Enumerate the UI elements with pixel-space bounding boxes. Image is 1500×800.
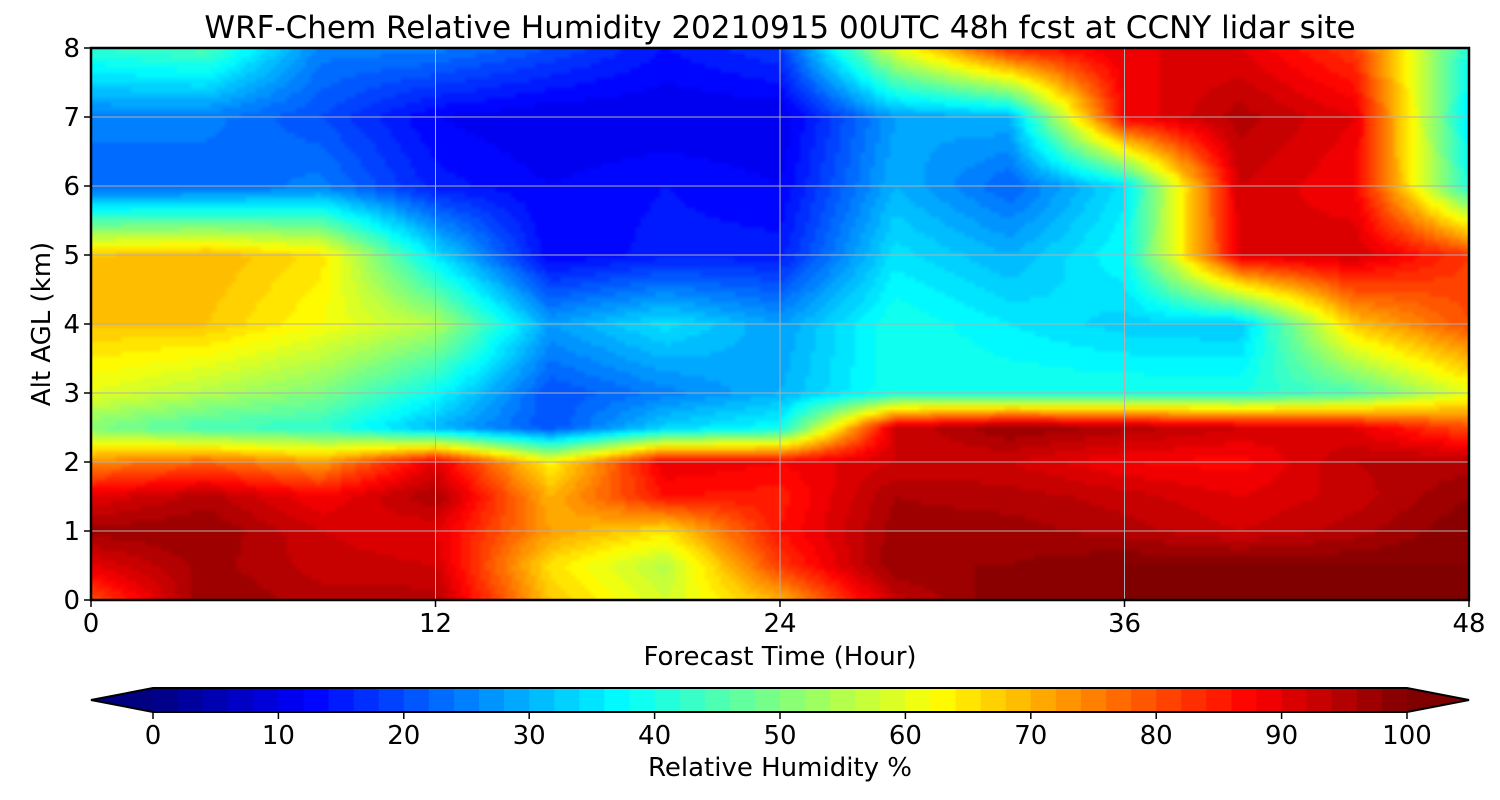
colorbar-segment xyxy=(1381,688,1407,712)
y-tick-label: 3 xyxy=(63,379,80,409)
y-tick-label: 8 xyxy=(63,34,80,64)
colorbar-segment xyxy=(955,688,982,712)
colorbar-segment xyxy=(1331,688,1358,712)
colorbar-segment xyxy=(203,688,229,712)
colorbar-segment xyxy=(1256,688,1283,712)
colorbar-tick-label: 30 xyxy=(513,721,546,751)
colorbar-segment xyxy=(729,688,756,712)
colorbar-segment xyxy=(704,688,731,712)
grid-lines xyxy=(91,48,1469,600)
colorbar-tick-label: 60 xyxy=(889,721,922,751)
colorbar-segment xyxy=(1306,688,1333,712)
colorbar-segment xyxy=(880,688,906,712)
colorbar-tick-label: 20 xyxy=(387,721,420,751)
colorbar-segment xyxy=(178,688,204,712)
colorbar-segment xyxy=(905,688,932,712)
x-tick-label: 48 xyxy=(1452,609,1485,639)
colorbar-segment xyxy=(353,688,380,712)
colorbar-segment xyxy=(328,688,355,712)
colorbar-segment xyxy=(980,688,1007,712)
colorbar-segment xyxy=(604,688,631,712)
colorbar-segment xyxy=(1281,688,1308,712)
x-tick-label: 0 xyxy=(83,609,100,639)
colorbar: 0 10 20 30 40 50 60 70 80 90 100 Relative Humidity… xyxy=(90,687,1470,783)
colorbar-tick-label: 80 xyxy=(1140,721,1173,751)
colorbar-segment xyxy=(830,688,856,712)
colorbar-tick-label: 100 xyxy=(1382,721,1432,751)
colorbar-segment xyxy=(453,688,480,712)
colorbar-segment xyxy=(1106,688,1132,712)
colorbar-segment xyxy=(679,688,706,712)
y-tick-label: 4 xyxy=(63,310,80,340)
plot-area xyxy=(89,46,1471,602)
x-tick-label: 12 xyxy=(419,609,452,639)
x-tick-label: 36 xyxy=(1108,609,1141,639)
colorbar-max-extension xyxy=(1407,688,1469,712)
colorbar-segment xyxy=(654,688,681,712)
colorbar-segment xyxy=(253,688,279,712)
colorbar-tick-label: 90 xyxy=(1265,721,1298,751)
colorbar-segment xyxy=(1030,688,1057,712)
colorbar-segment xyxy=(479,688,505,712)
colorbar-segment xyxy=(1005,688,1032,712)
colorbar-segment xyxy=(1080,688,1107,712)
y-axis-ticks: 0 1 2 3 4 5 6 7 8 xyxy=(63,34,91,616)
colorbar-tick-label: 70 xyxy=(1014,721,1047,751)
colorbar-tick-label: 0 xyxy=(145,721,162,751)
colorbar-segment xyxy=(754,688,781,712)
colorbar-tick-label: 40 xyxy=(638,721,671,751)
colorbar-segment xyxy=(228,688,254,712)
colorbar-segment xyxy=(1231,688,1258,712)
colorbar-tick-label: 50 xyxy=(763,721,796,751)
colorbar-segment xyxy=(1156,688,1182,712)
colorbar-segment xyxy=(805,688,831,712)
y-tick-label: 7 xyxy=(63,103,80,133)
x-axis-ticks: 0 12 24 36 48 xyxy=(83,600,1486,639)
colorbar-segment xyxy=(378,688,405,712)
colorbar-segment xyxy=(153,688,179,712)
colorbar-segment xyxy=(1356,688,1383,712)
y-tick-label: 2 xyxy=(63,448,80,478)
y-tick-label: 1 xyxy=(63,517,80,547)
colorbar-segment xyxy=(1131,688,1157,712)
colorbar-segment xyxy=(1206,688,1233,712)
colorbar-min-extension xyxy=(91,688,153,712)
colorbar-segment xyxy=(554,688,580,712)
y-tick-label: 6 xyxy=(63,172,80,202)
colorbar-segment xyxy=(579,688,606,712)
chart-title: WRF-Chem Relative Humidity 20210915 00UT… xyxy=(204,10,1355,46)
colorbar-ticks: 0 10 20 30 40 50 60 70 80 90 100 xyxy=(145,712,1432,751)
colorbar-segment xyxy=(1055,688,1082,712)
colorbar-segment xyxy=(930,688,957,712)
colorbar-tick-label: 10 xyxy=(262,721,295,751)
colorbar-segment xyxy=(529,688,555,712)
y-tick-label: 0 xyxy=(63,586,80,616)
colorbar-segments xyxy=(153,688,1407,712)
y-tick-label: 5 xyxy=(63,241,80,271)
colorbar-segment xyxy=(855,688,881,712)
x-tick-label: 24 xyxy=(763,609,796,639)
y-axis-label: Alt AGL (km) xyxy=(27,242,57,406)
colorbar-segment xyxy=(1181,688,1207,712)
colorbar-segment xyxy=(504,688,530,712)
colorbar-label: Relative Humidity % xyxy=(648,753,912,783)
x-axis-label: Forecast Time (Hour) xyxy=(643,642,916,672)
colorbar-segment xyxy=(780,688,806,712)
colorbar-segment xyxy=(303,688,330,712)
colorbar-segment xyxy=(278,688,305,712)
colorbar-segment xyxy=(428,688,455,712)
colorbar-segment xyxy=(403,688,430,712)
colorbar-segment xyxy=(629,688,656,712)
